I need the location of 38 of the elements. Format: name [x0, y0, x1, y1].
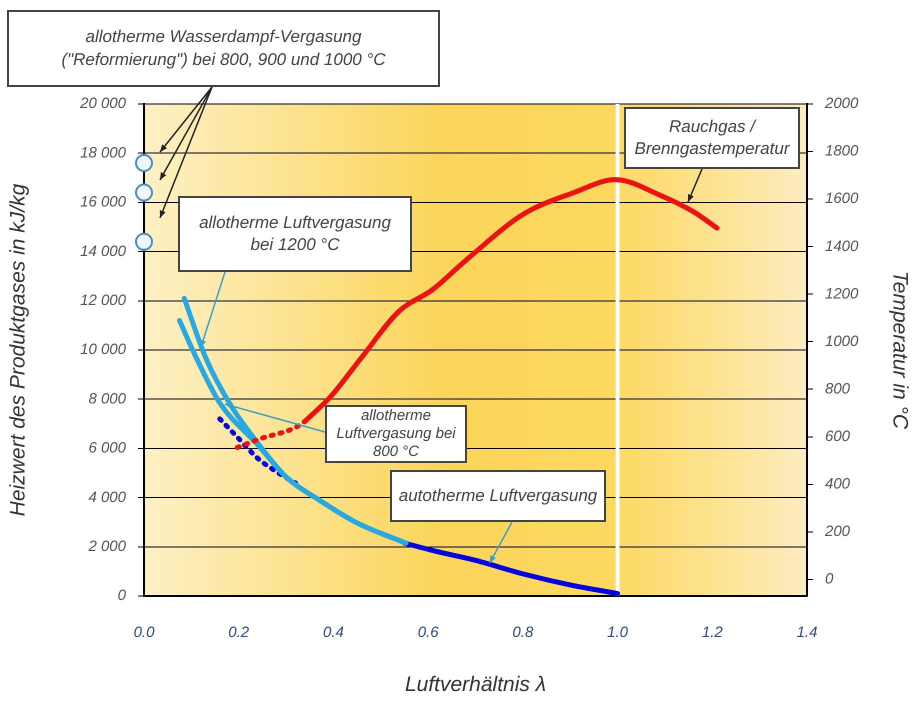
y2-tick-label: 1400 [825, 238, 860, 255]
y-tick-label: 4 000 [88, 488, 127, 506]
y2-tick-label: 1000 [825, 332, 860, 350]
y2-tick-label: 1200 [825, 285, 860, 302]
x-axis-title: Luftverhältnis λ [404, 673, 546, 696]
annotation: Rauchgas / Brenngastemperatur [624, 107, 800, 169]
x-tick-label: 0.8 [512, 624, 534, 642]
y2-tick-label: 200 [824, 523, 851, 540]
y2-tick-label: 400 [825, 475, 851, 492]
y-tick-label: 8 000 [88, 390, 127, 408]
y-tick-label: 16 000 [80, 194, 127, 211]
y-tick-label: 6 000 [88, 440, 127, 457]
x-tick-label: 0.2 [228, 624, 250, 642]
y2-tick-label: 0 [825, 570, 834, 588]
annotation: allotherme Luftvergasung bei 800 °C [325, 405, 467, 463]
y-tick-label: 10 000 [80, 341, 127, 358]
y-tick-label: 0 [118, 587, 127, 604]
x-tick-label: 1.0 [607, 624, 629, 642]
x-tick-label: 1.2 [702, 624, 724, 642]
y2-axis-title: Temperatur in °C [888, 270, 912, 430]
y2-tick-label: 1800 [825, 142, 860, 160]
annotation: autotherme Luftvergasung [390, 470, 606, 522]
y-tick-label: 18 000 [80, 144, 127, 162]
annotation: allotherme Luftvergasung bei 1200 °C [178, 196, 412, 272]
text: allotherme Wasserdampf-Vergasung ("Reformierung") bei 800, 900 und 1000 °C [7, 10, 440, 87]
x-tick-label: 0.4 [323, 624, 344, 642]
y2-tick-label: 600 [825, 428, 851, 445]
y2-tick-label: 1600 [825, 190, 860, 208]
y2-tick-label: 800 [825, 380, 851, 398]
x-tick-label: 1.4 [796, 624, 818, 642]
y-axis-title: Heizwert des Produktgases in kJ/kg [6, 183, 30, 516]
y-tick-label: 14 000 [80, 242, 127, 260]
x-tick-label: 0.0 [134, 624, 156, 642]
y-tick-label: 12 000 [80, 292, 127, 309]
y-tick-label: 2 000 [87, 538, 127, 555]
y-tick-label: 20 000 [79, 95, 127, 112]
y2-tick-label: 2000 [824, 95, 860, 112]
x-tick-label: 0.6 [418, 624, 440, 642]
